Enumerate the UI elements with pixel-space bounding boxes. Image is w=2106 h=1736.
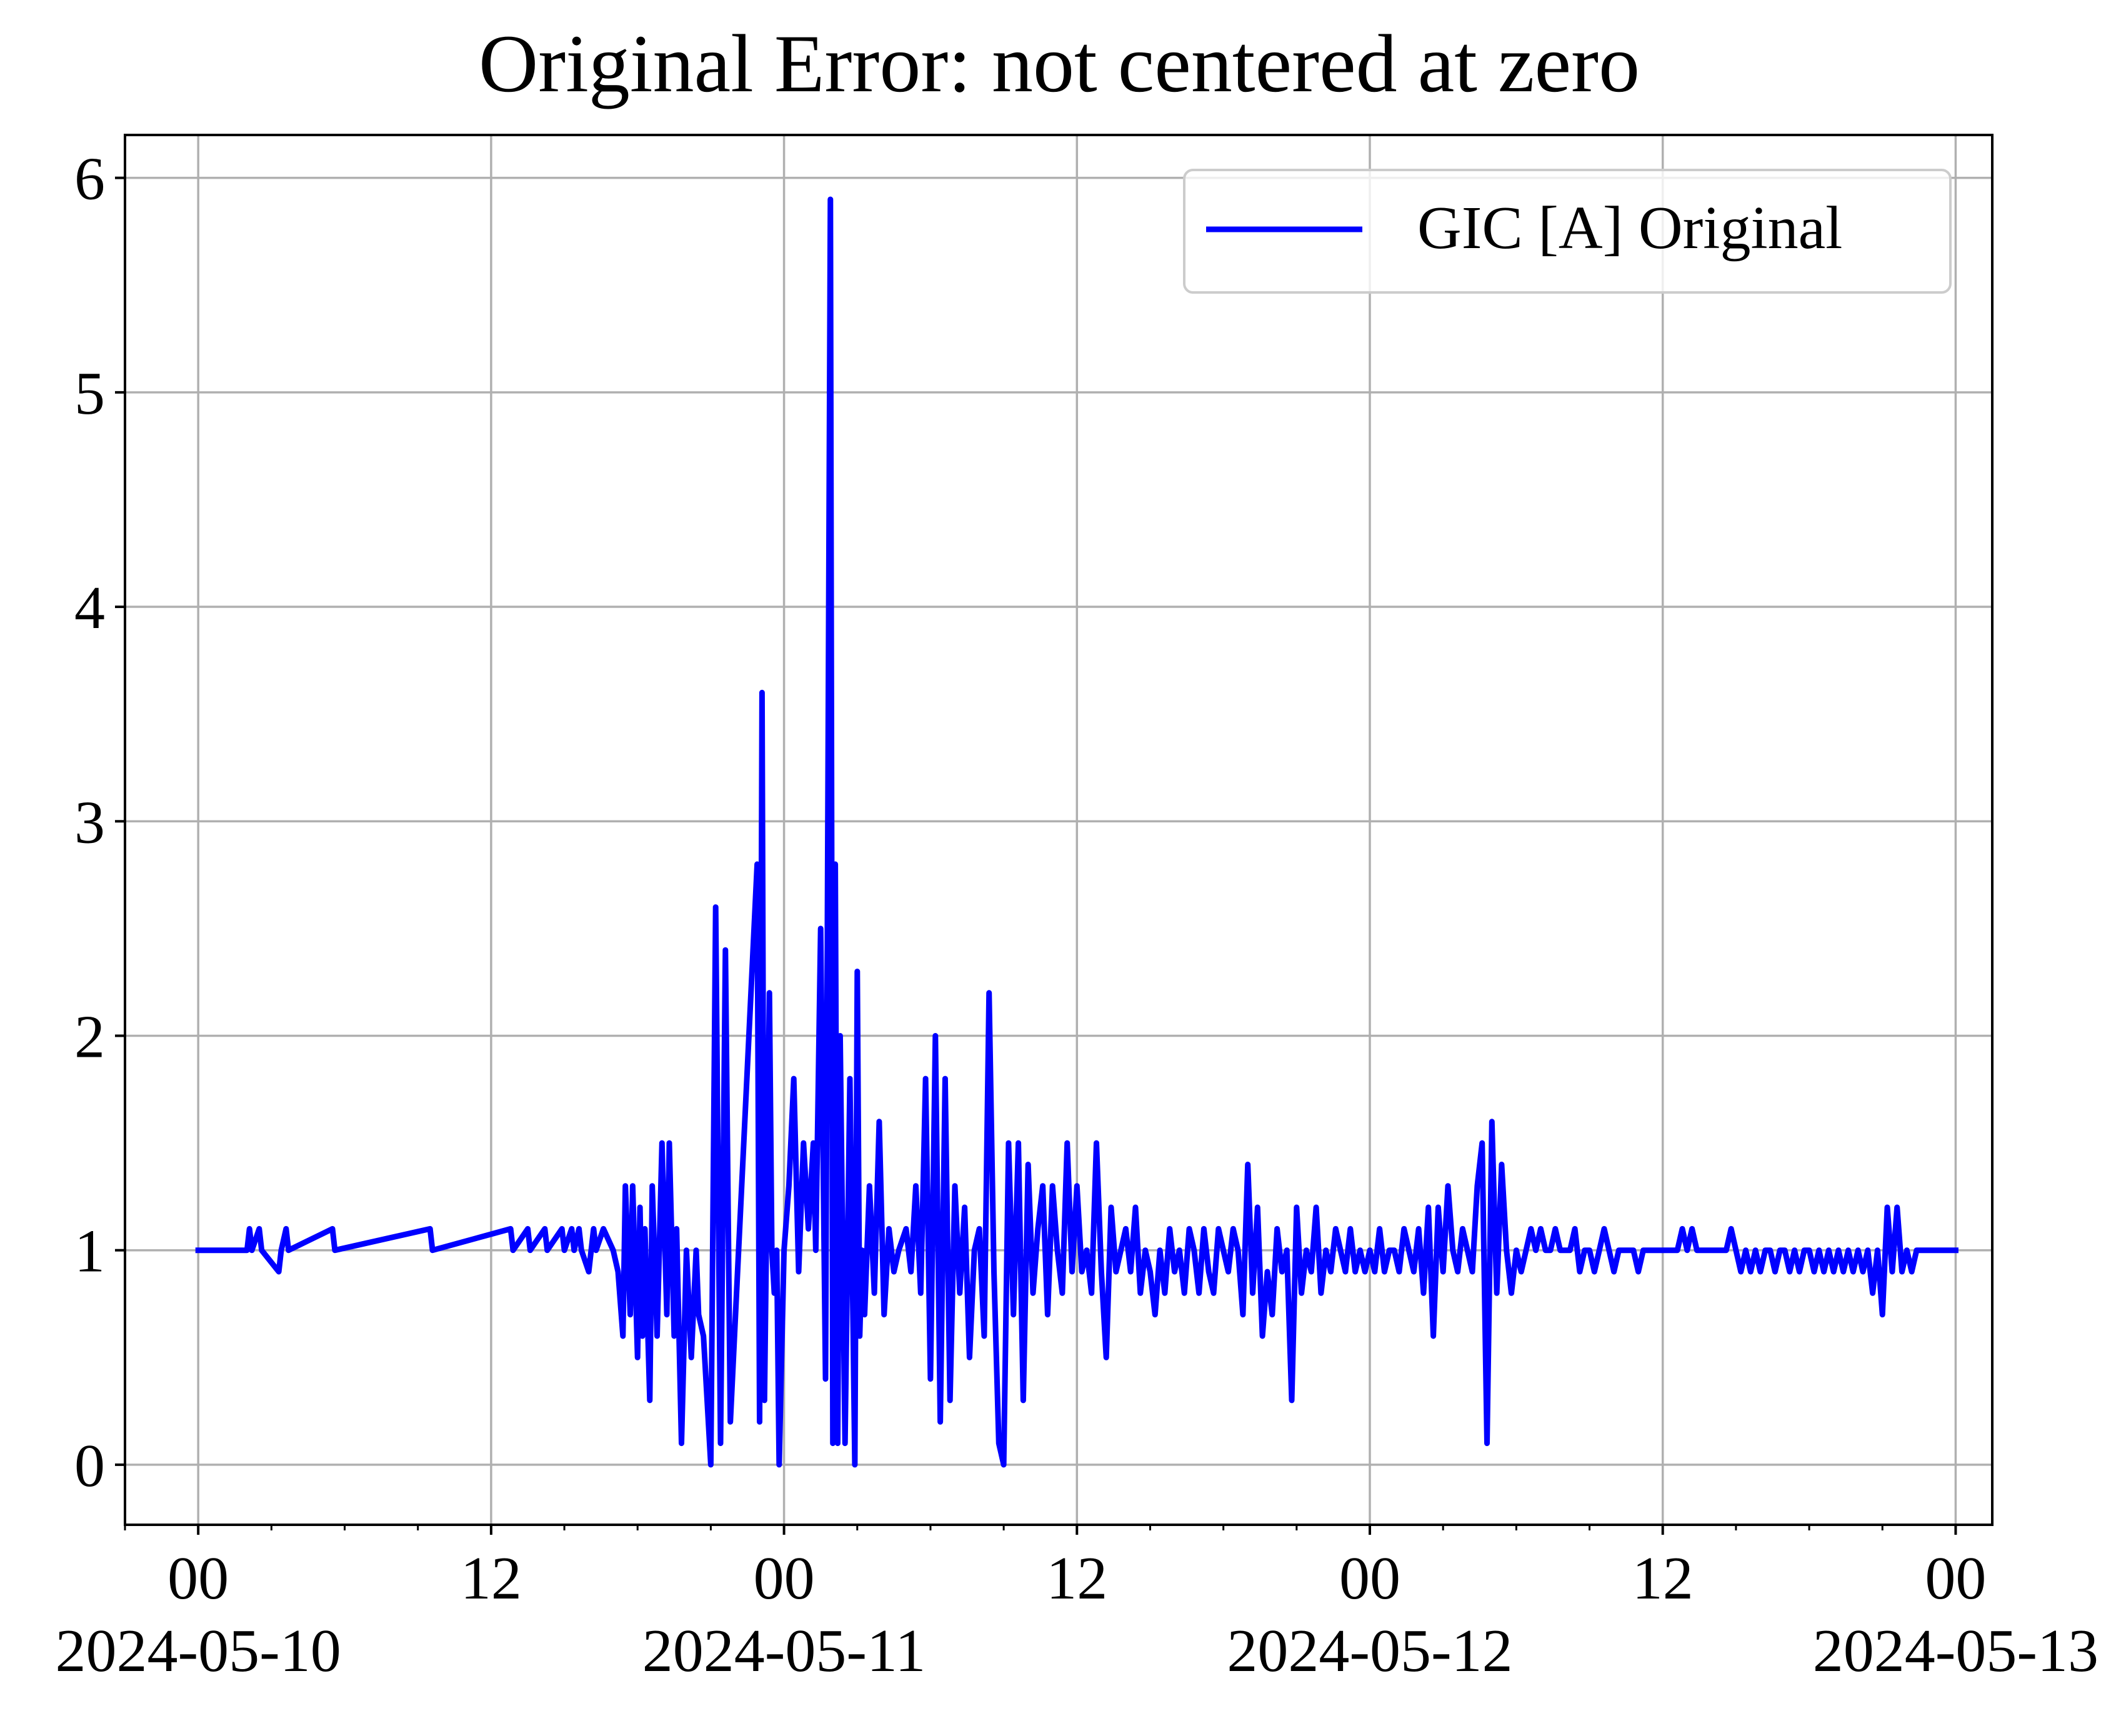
plot-frame [124,134,1994,1526]
y-tick-label-3: 3 [74,789,105,856]
x-tick-label-3: 12 [1046,1545,1107,1612]
legend-label: GIC [A] Original [1417,194,1842,262]
y-tick-label-4: 4 [74,574,105,642]
x-tick-date-6: 2024-05-13 [1813,1617,2099,1685]
chart-title: Original Error: not centered at zero [479,17,1640,109]
y-axis: 0 1 2 3 4 5 6 [74,146,125,1500]
x-tick-label-2: 00 [754,1545,815,1612]
x-tick-date-0: 2024-05-10 [56,1617,341,1685]
legend-box [1183,169,1952,294]
legend: GIC [A] Original [1183,169,1952,294]
y-tick-label-1: 1 [74,1218,105,1285]
x-tick-date-2: 2024-05-11 [642,1617,926,1685]
x-tick-label-5: 12 [1632,1545,1694,1612]
x-tick-label-1: 12 [461,1545,522,1612]
x-tick-label-0: 00 [167,1545,229,1612]
y-tick-label-5: 5 [74,360,105,427]
y-tick-label-2: 2 [74,1003,105,1070]
y-tick-label-6: 6 [74,146,105,213]
y-tick-label-0: 0 [74,1432,105,1500]
x-tick-date-4: 2024-05-12 [1227,1617,1512,1685]
x-tick-label-6: 00 [1925,1545,1986,1612]
x-gridlines [197,135,1957,1525]
series-line-0 [195,196,1959,1468]
x-tick-label-4: 00 [1339,1545,1400,1612]
x-minor-ticks [124,1525,1957,1530]
series-layer [195,196,1959,1468]
